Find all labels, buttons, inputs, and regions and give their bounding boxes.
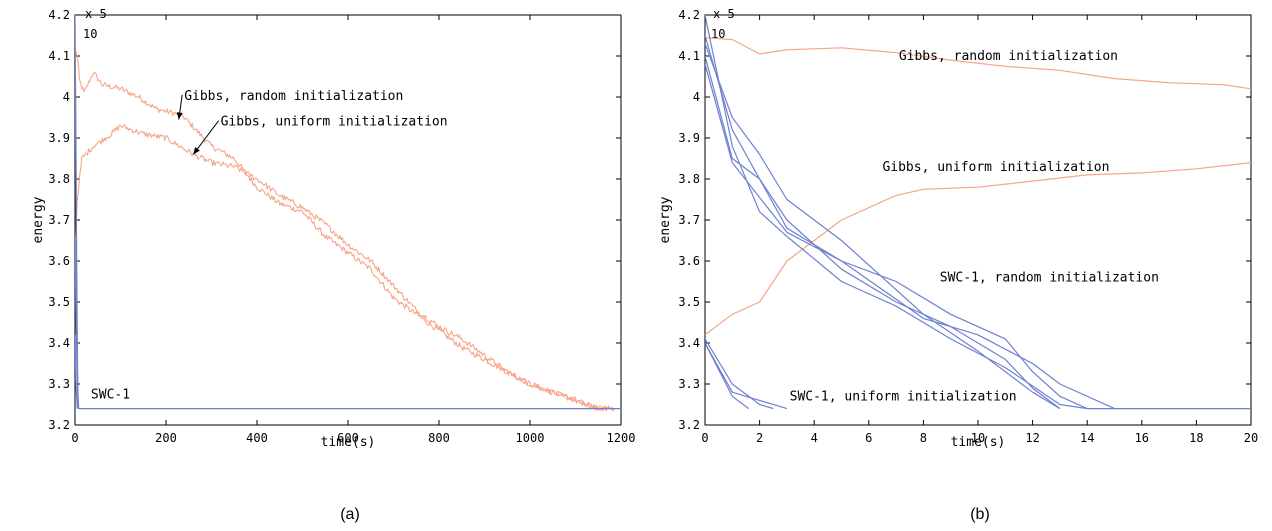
x-tick-label: 0 <box>71 431 78 445</box>
x-tick-label: 400 <box>246 431 268 445</box>
series-line-gibbs-1 <box>705 162 1251 336</box>
series-line-swc-2 <box>705 15 1251 410</box>
x-tick-label: 10 <box>971 431 985 445</box>
x-tick-label: 16 <box>1135 431 1149 445</box>
y-tick-label: 3.3 <box>678 377 700 391</box>
x-tick-label: 800 <box>428 431 450 445</box>
y-tick-label: 3.2 <box>678 418 700 432</box>
x-axis-label: time(s) <box>951 435 1006 450</box>
series-group <box>75 15 621 412</box>
y-tick-label: 3.8 <box>48 172 70 186</box>
y-tick-label: 3.9 <box>678 131 700 145</box>
y-tick-label: 3.3 <box>48 377 70 391</box>
axes-frame <box>74 14 622 426</box>
series-line-swc-7 <box>705 342 788 410</box>
series-line-swc-6 <box>705 64 1115 410</box>
series-line-swc-5 <box>705 55 1088 410</box>
x-tick-label: 1000 <box>516 431 545 445</box>
series-line-swc-3 <box>705 35 1061 410</box>
annotation-label: SWC-1, random initialization <box>940 271 1159 286</box>
annotation-label: Gibbs, uniform initialization <box>882 160 1109 175</box>
y-tick-label: 3.5 <box>48 295 70 309</box>
x-tick-label: 6 <box>865 431 872 445</box>
x-tick-label: 600 <box>337 431 359 445</box>
annotation-label: SWC-1, uniform initialization <box>790 389 1017 404</box>
y-tick-label: 3.7 <box>678 213 700 227</box>
y-tick-label: 4.1 <box>678 49 700 63</box>
annotation-label: Gibbs, uniform initialization <box>221 115 448 130</box>
annotation-label: SWC-1 <box>91 387 130 402</box>
annotation-arrowhead <box>176 112 183 120</box>
y-tick-label: 3.2 <box>48 418 70 432</box>
x-tick-label: 200 <box>155 431 177 445</box>
annotation-arrow <box>192 120 219 155</box>
series-line-swc-8 <box>705 338 774 410</box>
series-line-gibbs-1 <box>75 124 615 412</box>
y-tick-label: 3.6 <box>678 254 700 268</box>
x-tick-label: 0 <box>701 431 708 445</box>
annotation-label: Gibbs, random initialization <box>899 49 1118 64</box>
x-axis-label: time(s) <box>321 435 376 450</box>
y-tick-label: 4.1 <box>48 49 70 63</box>
y-tick-label: 3.4 <box>678 336 700 350</box>
y-tick-label: 4.2 <box>48 8 70 22</box>
series-line-swc-5 <box>75 334 78 409</box>
x-tick-label: 8 <box>920 431 927 445</box>
x-tick-label: 14 <box>1080 431 1094 445</box>
chart-panel-a: 3.2 3.3 3.4 3.5 3.6 3.7 3.8 3.9 4 4.1 4.2 0 200 400 60… <box>31 7 635 523</box>
y-axis-label: energy <box>31 196 46 243</box>
y-multiplier-base: 10 <box>83 27 97 41</box>
series-line-swc-4 <box>705 43 1061 410</box>
series-line-gibbs-0 <box>705 37 1251 90</box>
y-tick-label: 3.5 <box>678 295 700 309</box>
y-tick-label: 3.7 <box>48 213 70 227</box>
y-tick-label: 4.2 <box>678 8 700 22</box>
y-tick-label: 3.9 <box>48 131 70 145</box>
series-line-gibbs-0 <box>75 46 615 412</box>
y-axis-label: energy <box>658 196 673 243</box>
chart-panel-b: 3.2 3.3 3.4 3.5 3.6 3.7 3.8 3.9 4 4.1 4.2 0 2 4 6 8 10 12… <box>658 7 1258 523</box>
annotation-arrowhead <box>193 147 200 155</box>
x-tick-label: 18 <box>1189 431 1203 445</box>
y-tick-label: 3.4 <box>48 336 70 350</box>
y-tick-label: 4 <box>63 90 70 104</box>
y-tick-label: 3.6 <box>48 254 70 268</box>
x-tick-label: 4 <box>811 431 818 445</box>
series-line-swc-9 <box>705 342 750 410</box>
y-multiplier-label: x 5 <box>713 7 735 21</box>
y-multiplier-base: 10 <box>711 27 725 41</box>
panel-caption: (b) <box>970 506 990 523</box>
series-line-swc-2 <box>75 15 621 410</box>
y-tick-label: 4 <box>693 90 700 104</box>
x-tick-label: 1200 <box>607 431 636 445</box>
y-tick-label: 3.8 <box>678 172 700 186</box>
y-multiplier-label: x 5 <box>85 7 107 21</box>
panel-caption: (a) <box>340 506 360 523</box>
x-tick-label: 20 <box>1244 431 1258 445</box>
x-tick-label: 2 <box>756 431 763 445</box>
series-group <box>705 15 1251 410</box>
annotation-label: Gibbs, random initialization <box>184 89 403 104</box>
x-tick-label: 12 <box>1025 431 1039 445</box>
series-line-swc-4 <box>75 96 79 409</box>
